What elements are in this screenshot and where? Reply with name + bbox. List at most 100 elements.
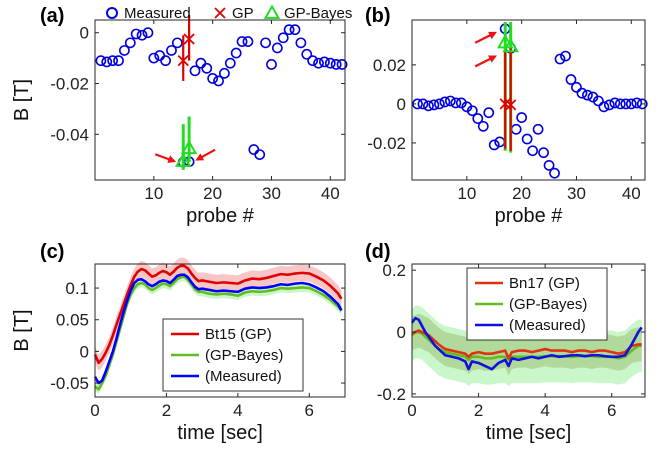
measured-point	[201, 62, 213, 74]
gp-bayes-point	[496, 33, 514, 49]
legend: Bn17 (GP) (GP-Bayes) (Measured)	[466, 267, 608, 341]
y-tick-label: -0.04	[50, 125, 89, 144]
axes-frame	[94, 263, 346, 398]
measured-point	[171, 37, 183, 49]
y-tick-label: 0	[397, 323, 406, 342]
top-legend-label: GP-Bayes	[284, 5, 352, 22]
y-tick-label: -0.02	[50, 74, 89, 93]
measured-point	[295, 37, 307, 49]
y-tick-label: 0.2	[382, 261, 406, 280]
x-tick-label: 20	[512, 184, 531, 203]
x-tick-label: 0	[90, 401, 99, 420]
measured-point	[538, 147, 549, 159]
series-line	[93, 264, 343, 365]
panel-label: (c)	[40, 241, 64, 263]
measured-point	[472, 113, 484, 124]
y-tick-label: -0.2	[377, 385, 406, 404]
legend-label: (GP-Bayes)	[205, 347, 283, 364]
measured-point	[439, 96, 451, 108]
legend-label: (Measured)	[509, 317, 586, 334]
measured-point	[236, 36, 248, 47]
measured-point	[313, 57, 324, 69]
x-axis-label: time [sec]	[486, 422, 572, 444]
panel-d: Bn17 (GP)(GP-Bayes)(Measured)0 2 4 60.20-0.…	[365, 241, 646, 444]
gp-point	[505, 99, 517, 111]
x-tick-label: 40	[622, 184, 641, 203]
annotation-arrow	[154, 153, 177, 163]
measured-point	[483, 107, 495, 119]
gp-bayes-point	[502, 37, 519, 53]
gp-point	[177, 54, 189, 67]
y-tick-label: 0	[80, 342, 89, 361]
measured-point	[160, 55, 171, 67]
measured-point	[554, 53, 566, 65]
x-axis-label: probe #	[186, 205, 255, 227]
gp-point-stroke	[183, 33, 195, 45]
axes-frame	[94, 19, 346, 181]
measured-point	[423, 100, 434, 112]
measured-point	[603, 99, 615, 111]
y-tick-label: 0.02	[373, 56, 406, 75]
x-axis-label: time [sec]	[177, 422, 263, 444]
x-tick-label: 2	[474, 401, 483, 420]
legend-label: Bn17 (GP)	[509, 275, 580, 292]
x-tick-label: 20	[203, 184, 222, 203]
y-tick-label: -0.02	[367, 134, 406, 153]
top-legend-label: GP	[232, 5, 254, 22]
panel-b: 10 20 30 40 0.02 0 -0.02 probe # (b)	[365, 5, 648, 227]
measured-point	[289, 24, 301, 36]
top-legend-marker	[263, 4, 281, 19]
annotation-arrow	[195, 148, 216, 161]
measured-point	[477, 120, 489, 132]
annotation-arrow	[474, 31, 497, 44]
top-legend-marker-stroke	[214, 7, 226, 19]
measured-point	[434, 98, 445, 110]
measured-point	[148, 52, 160, 64]
measured-point	[532, 123, 544, 135]
measured-point	[242, 36, 254, 47]
measured-point	[224, 57, 236, 69]
series-line	[411, 329, 642, 360]
y-tick-label: -0.05	[50, 374, 89, 393]
measured-point	[219, 67, 230, 79]
legend-label: (GP-Bayes)	[509, 296, 587, 313]
legend-label: Bt15 (GP)	[205, 326, 272, 343]
x-tick-label: 30	[567, 184, 586, 203]
measured-point	[271, 42, 283, 54]
panel-label: (d)	[365, 241, 391, 263]
measured-point	[636, 98, 648, 110]
measured-point	[609, 97, 621, 109]
x-tick-label: 0	[407, 401, 416, 420]
x-tick-label: 10	[457, 184, 476, 203]
measured-point	[266, 59, 277, 70]
y-axis-label: B [T]	[11, 79, 33, 121]
y-tick-label: 0.1	[65, 279, 89, 298]
gp-point	[183, 33, 195, 45]
x-tick-label: 6	[305, 401, 314, 420]
measured-point	[576, 87, 588, 99]
gp-bayes-point	[180, 139, 198, 155]
measured-point	[324, 57, 336, 69]
measured-point	[543, 159, 555, 171]
measured-point	[549, 167, 560, 179]
measured-point	[136, 29, 148, 41]
legend: Bt15 (GP) (GP-Bayes) (Measured)	[162, 318, 304, 392]
y-tick-label: 0.05	[56, 311, 89, 330]
measured-point	[101, 56, 113, 68]
gp-point-stroke	[177, 54, 189, 67]
measured-point	[130, 28, 142, 40]
measured-point	[521, 133, 533, 145]
x-axis-label: probe #	[495, 205, 564, 227]
measured-point	[330, 59, 342, 70]
top-legend: Measured GP GP-Bayes	[106, 4, 352, 22]
axes-frame	[411, 263, 646, 398]
measured-point	[614, 98, 626, 110]
measured-point	[516, 112, 528, 123]
measured-point	[107, 55, 119, 67]
measured-point	[560, 50, 571, 62]
measured-point	[565, 74, 577, 85]
confidence-band	[95, 272, 342, 394]
measured-point	[113, 55, 124, 67]
series-line	[410, 316, 643, 371]
measured-point	[207, 73, 219, 84]
